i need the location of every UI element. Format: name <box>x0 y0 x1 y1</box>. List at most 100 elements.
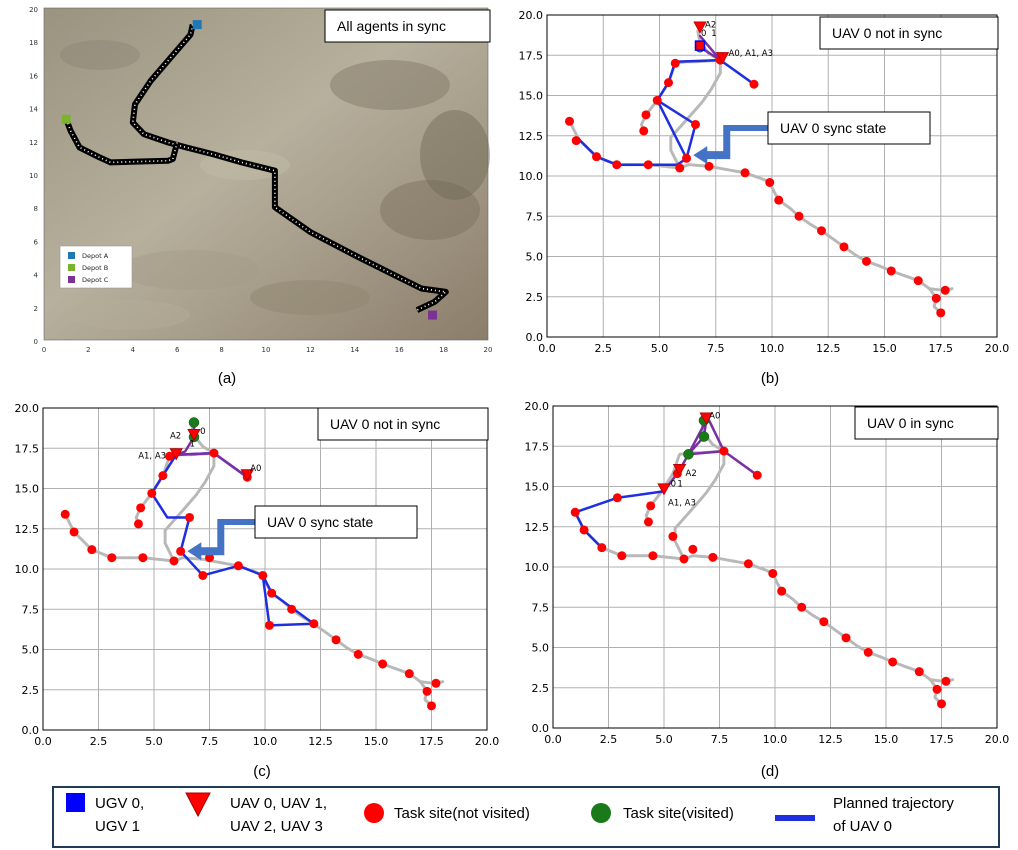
x-tick-label: 17.5 <box>419 735 444 748</box>
y-tick-label: 2 <box>34 305 38 313</box>
depot-legend-icon <box>68 276 75 283</box>
x-tick-label: 15.0 <box>364 735 389 748</box>
task-site-unvisited <box>708 552 718 562</box>
x-tick-label: 16 <box>395 346 404 354</box>
x-tick-label: 6 <box>175 346 180 354</box>
callout-box <box>767 111 931 145</box>
y-tick-label: 0.0 <box>532 722 550 735</box>
task-site-unvisited <box>579 525 589 535</box>
x-tick-label: 4 <box>131 346 136 354</box>
x-tick-label: 0.0 <box>34 735 52 748</box>
route-label: 1 <box>190 440 195 450</box>
task-site-unvisited <box>914 667 924 677</box>
trajectory-legend-label-2: of UAV 0 <box>833 818 892 835</box>
y-tick-label: 17.5 <box>15 442 40 455</box>
panel-b: 0.0 2.5 5.0 7.5 10.0 12.5 15.0 17.5 20.00.02.55.… <box>519 9 1010 355</box>
task-site-unvisited <box>612 493 622 503</box>
ugv-legend-label-2: UGV 1 <box>95 818 140 835</box>
callout-label: UAV 0 sync state <box>267 514 374 530</box>
depot-legend-label: Depot A <box>82 252 109 260</box>
route-label: 1 <box>711 29 716 39</box>
road-path <box>673 420 955 683</box>
y-tick-label: 20.0 <box>525 400 550 413</box>
y-tick-label: 5.0 <box>526 251 544 264</box>
task-site-unvisited <box>743 559 753 569</box>
uav-marker <box>169 448 183 461</box>
y-tick-label: 10.0 <box>525 561 550 574</box>
callout-box <box>254 505 418 539</box>
y-tick-label: 5.0 <box>22 644 40 657</box>
x-tick-label: 20.0 <box>985 342 1010 355</box>
task-site-unvisited <box>138 553 148 563</box>
status-box-label: UAV 0 in sync <box>867 415 954 431</box>
task-site-unvisited <box>378 659 388 669</box>
x-tick-label: 10.0 <box>253 735 278 748</box>
y-tick-label: 10.0 <box>519 170 544 183</box>
task-site-unvisited <box>817 226 826 236</box>
sync-state-arrow <box>693 125 768 165</box>
terrain-patch <box>250 280 370 315</box>
uav-label: A0 <box>250 464 261 474</box>
x-tick-label: 2 <box>86 346 90 354</box>
task-site-unvisited <box>309 619 319 629</box>
task-site-unvisited <box>664 78 673 88</box>
y-tick-label: 20.0 <box>15 402 40 415</box>
x-tick-label: 5.0 <box>651 342 669 355</box>
x-tick-label: 20 <box>484 346 493 354</box>
visited-site-legend-label: Task site(visited) <box>623 805 734 822</box>
task-site-unvisited <box>331 635 341 645</box>
x-tick-label: 12 <box>306 346 315 354</box>
uav-marker <box>715 52 730 65</box>
status-box-label: All agents in sync <box>337 18 446 34</box>
road-path-dots <box>132 24 447 311</box>
x-tick-label: 0.0 <box>544 733 562 746</box>
plot-frame <box>546 14 998 338</box>
x-tick-label: 20.0 <box>985 733 1010 746</box>
y-tick-label: 17.5 <box>519 49 544 62</box>
task-site-unvisited <box>597 543 607 553</box>
route-label: 0 <box>200 427 205 437</box>
terrain-patch <box>60 40 140 70</box>
planned-trajectory <box>656 99 688 160</box>
task-site-unvisited <box>592 152 601 162</box>
task-site-unvisited <box>69 527 79 537</box>
x-tick-label: 2.5 <box>595 342 613 355</box>
depot-legend-label: Depot B <box>82 264 108 272</box>
task-site-unvisited <box>794 211 804 221</box>
task-site-visited <box>188 417 200 428</box>
trajectory-legend-icon <box>775 815 815 821</box>
x-tick-label: 2.5 <box>600 733 618 746</box>
y-tick-label: 2.5 <box>22 684 40 697</box>
road-path <box>63 118 181 166</box>
task-site-unvisited <box>404 669 414 679</box>
task-site-visited <box>683 449 694 460</box>
x-tick-label: 12.5 <box>308 735 333 748</box>
y-tick-label: 2.5 <box>526 291 544 304</box>
task-site-unvisited <box>147 488 157 498</box>
terrain-patch <box>120 250 260 290</box>
uav-label: A2 <box>705 20 716 30</box>
x-tick-label: 7.5 <box>711 733 729 746</box>
task-site-unvisited <box>940 285 950 295</box>
task-site-unvisited <box>60 509 70 519</box>
task-site-unvisited <box>768 568 778 578</box>
task-site-unvisited <box>888 657 898 667</box>
task-site-unvisited <box>682 153 691 163</box>
depot-marker <box>61 114 71 124</box>
x-tick-label: 8 <box>219 346 223 354</box>
y-tick-label: 17.5 <box>525 440 550 453</box>
unvisited-site-legend-label: Task site(not visited) <box>394 805 530 822</box>
status-box <box>819 16 999 50</box>
task-site-unvisited <box>267 588 277 598</box>
task-site-visited <box>698 431 710 442</box>
x-tick-label: 10.0 <box>763 733 788 746</box>
x-tick-label: 12.5 <box>816 342 841 355</box>
x-tick-label: 14 <box>350 346 359 354</box>
task-site-unvisited <box>264 620 274 630</box>
y-tick-label: 12.5 <box>525 521 550 534</box>
task-site-unvisited <box>774 195 784 205</box>
callout-label: UAV 0 sync state <box>780 120 887 136</box>
uav-marker <box>657 483 671 496</box>
task-site-unvisited <box>670 58 680 68</box>
task-site-unvisited <box>913 276 923 286</box>
